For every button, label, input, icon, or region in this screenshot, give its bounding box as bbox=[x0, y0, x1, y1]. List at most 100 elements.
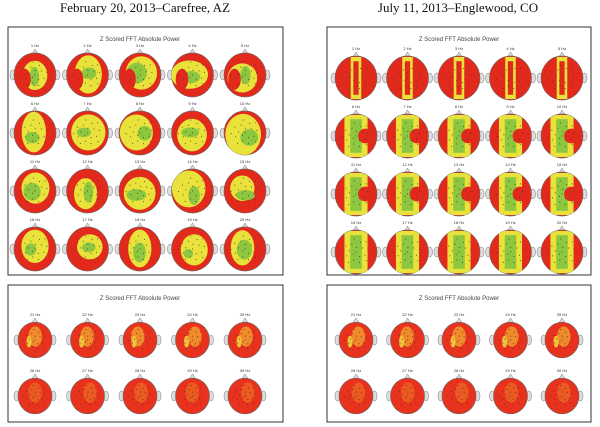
electrode bbox=[44, 64, 46, 66]
electrode bbox=[40, 186, 42, 188]
electrode bbox=[345, 71, 347, 73]
electrode bbox=[363, 402, 365, 404]
electrode bbox=[95, 331, 97, 333]
electrode bbox=[135, 66, 137, 68]
electrode bbox=[83, 389, 85, 391]
electrode bbox=[402, 243, 404, 245]
electrode bbox=[454, 127, 456, 129]
electrode bbox=[34, 248, 36, 250]
electrode bbox=[456, 143, 458, 145]
electrode bbox=[566, 336, 568, 338]
electrode bbox=[146, 398, 148, 400]
electrode bbox=[410, 198, 412, 200]
electrode bbox=[505, 69, 507, 71]
electrode bbox=[514, 67, 516, 69]
zone bbox=[504, 382, 519, 403]
electrode bbox=[500, 139, 502, 141]
electrode bbox=[139, 190, 141, 192]
electrode bbox=[77, 136, 79, 138]
electrode bbox=[84, 256, 86, 258]
electrode bbox=[444, 78, 446, 80]
zone bbox=[76, 127, 91, 138]
electrode bbox=[144, 392, 146, 394]
electrode bbox=[454, 69, 456, 71]
electrode bbox=[90, 143, 92, 145]
electrode bbox=[199, 398, 201, 400]
electrode bbox=[458, 251, 460, 253]
electrode bbox=[551, 71, 553, 73]
electrode bbox=[513, 82, 515, 84]
electrode bbox=[444, 194, 446, 196]
electrode bbox=[353, 259, 355, 261]
zone bbox=[235, 190, 255, 201]
electrode bbox=[137, 140, 139, 142]
electrode bbox=[559, 85, 561, 87]
electrode bbox=[567, 247, 569, 249]
electrode bbox=[190, 401, 192, 403]
electrode bbox=[135, 182, 137, 184]
electrode bbox=[415, 402, 417, 404]
electrode bbox=[461, 404, 463, 406]
electrode bbox=[364, 80, 366, 82]
head-map bbox=[485, 167, 536, 217]
nose bbox=[241, 317, 249, 323]
electrode bbox=[254, 393, 256, 395]
electrode bbox=[34, 74, 36, 76]
electrode bbox=[551, 245, 553, 247]
electrode bbox=[189, 76, 191, 78]
electrode bbox=[250, 186, 252, 188]
electrode bbox=[510, 339, 511, 341]
electrode bbox=[360, 336, 362, 338]
electrode bbox=[202, 180, 204, 182]
electrode bbox=[501, 390, 503, 392]
electrode bbox=[516, 73, 518, 75]
head-map bbox=[13, 317, 57, 359]
electrode bbox=[498, 339, 500, 341]
topography bbox=[399, 326, 414, 348]
nose bbox=[558, 373, 566, 379]
electrode bbox=[353, 253, 355, 255]
electrode bbox=[34, 335, 36, 337]
electrode bbox=[569, 402, 571, 404]
electrode bbox=[199, 342, 201, 344]
electrode bbox=[38, 79, 40, 81]
electrode bbox=[410, 82, 412, 84]
nose bbox=[507, 373, 514, 379]
electrode bbox=[513, 140, 515, 142]
electrode bbox=[393, 194, 395, 196]
electrode bbox=[555, 347, 557, 349]
electrode bbox=[415, 387, 417, 389]
nose bbox=[189, 373, 196, 379]
electrode bbox=[456, 180, 458, 182]
frequency-label: 5 Hz bbox=[241, 43, 249, 48]
electrode bbox=[30, 66, 32, 68]
electrode bbox=[365, 393, 367, 395]
head-map bbox=[489, 317, 532, 359]
electrode bbox=[201, 393, 203, 395]
electrode bbox=[355, 77, 357, 79]
electrode bbox=[503, 134, 505, 136]
electrode bbox=[559, 195, 561, 197]
head-map bbox=[536, 109, 588, 159]
electrode bbox=[468, 183, 470, 185]
electrode bbox=[353, 238, 355, 240]
electrode bbox=[135, 240, 137, 242]
electrode bbox=[20, 191, 22, 193]
electrode bbox=[402, 185, 404, 187]
electrode bbox=[144, 180, 146, 182]
electrode bbox=[364, 138, 366, 140]
electrode bbox=[143, 79, 145, 81]
electrode bbox=[518, 331, 520, 333]
electrode bbox=[32, 61, 34, 63]
electrode bbox=[75, 339, 77, 341]
frequency-label: 6 Hz bbox=[352, 104, 360, 109]
electrode bbox=[547, 136, 549, 138]
electrode bbox=[32, 192, 34, 194]
electrode bbox=[33, 329, 35, 331]
electrode bbox=[87, 248, 88, 250]
electrode bbox=[559, 79, 561, 81]
nose bbox=[84, 106, 91, 112]
electrode bbox=[470, 248, 472, 250]
electrode bbox=[345, 129, 347, 131]
electrode bbox=[355, 135, 357, 137]
